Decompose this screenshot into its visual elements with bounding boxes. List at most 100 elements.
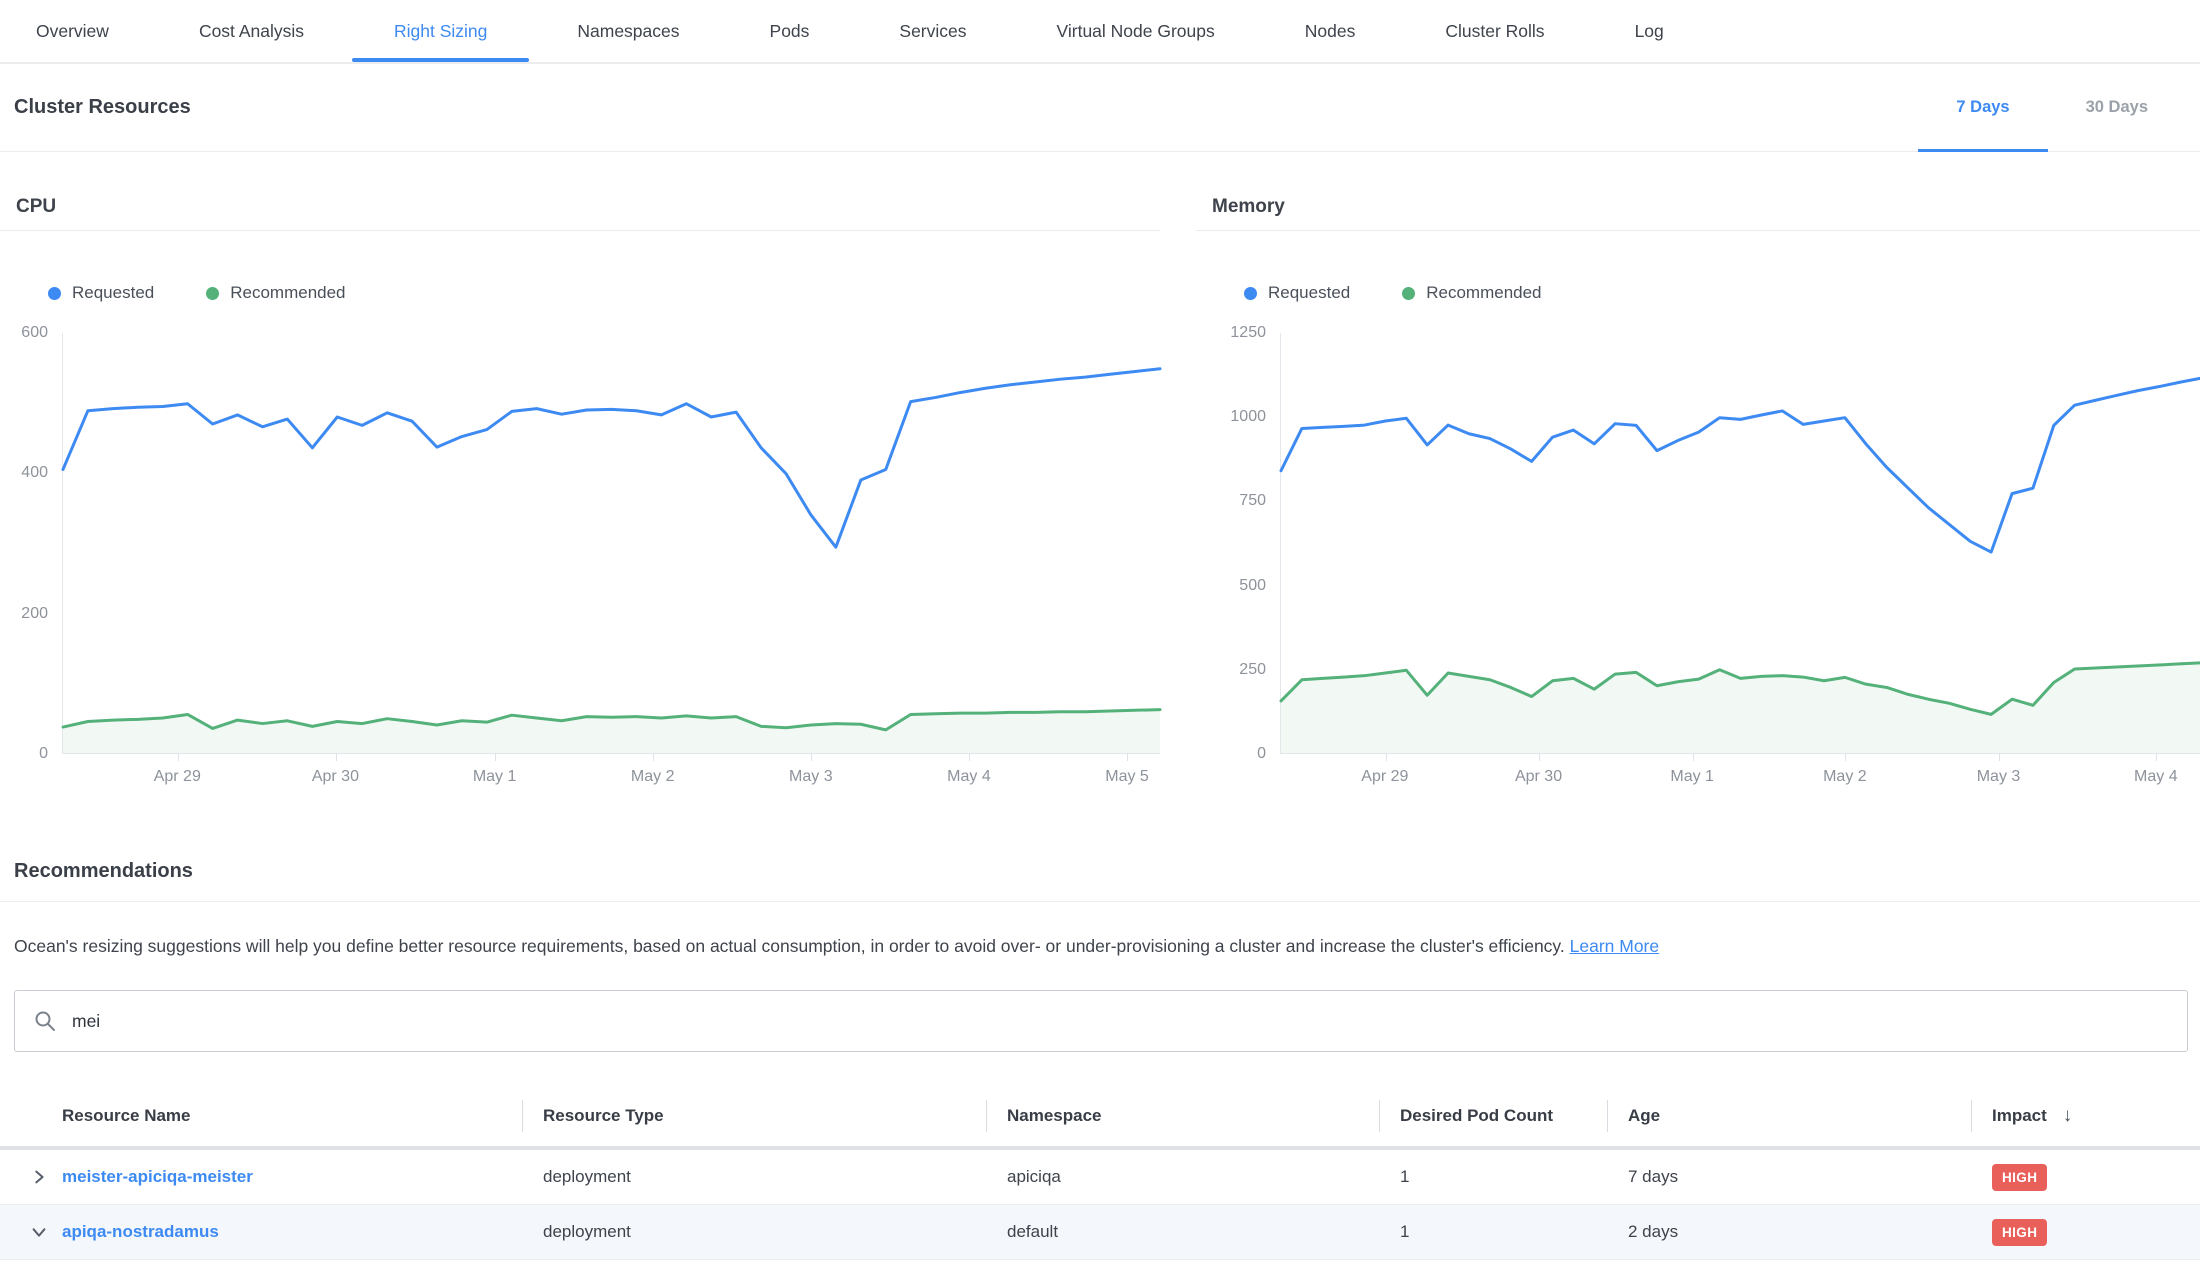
x-tick-label: Apr 29 — [154, 768, 201, 786]
y-axis-labels: 6004002000 — [0, 333, 62, 754]
x-tick-label: May 3 — [1977, 768, 2021, 786]
tab-namespaces[interactable]: Namespaces — [577, 0, 679, 62]
table-row[interactable]: apiqa-nostradamusdeploymentdefault12 day… — [0, 1205, 2200, 1260]
tab-nodes[interactable]: Nodes — [1305, 0, 1356, 62]
chart-title-memory: Memory — [1196, 196, 2200, 231]
chart-panel-cpu: CPU Requested Recommended 6004002000 Apr 29 A… — [0, 152, 1160, 796]
collapse-row-button[interactable] — [28, 1221, 50, 1243]
recommendations-table: Resource NameResource TypeNamespaceDesir… — [0, 1086, 2200, 1260]
chart-panel-memory: Memory Requested Recommended 1250 1000 750 500… — [1196, 152, 2200, 796]
charts-row: CPU Requested Recommended 6004002000 Apr 29 A… — [0, 152, 2200, 796]
x-tick-label: May 1 — [473, 768, 517, 786]
learn-more-link[interactable]: Learn More — [1570, 936, 1660, 956]
plot-area-memory — [1280, 333, 2200, 754]
impact-badge: HIGH — [1992, 1219, 2047, 1246]
legend-label: Requested — [1268, 283, 1350, 303]
recommendations-description-text: Ocean's resizing suggestions will help y… — [14, 936, 1565, 956]
tab-right-sizing[interactable]: Right Sizing — [394, 0, 487, 62]
column-header-desired-pod-count[interactable]: Desired Pod Count — [1380, 1086, 1608, 1146]
cell-resource-type: deployment — [523, 1167, 987, 1187]
top-tab-bar: Overview Cost Analysis Right Sizing Namespa… — [0, 0, 2200, 64]
table-body: meister-apiciqa-meisterdeploymentapiciqa… — [0, 1150, 2200, 1260]
legend-label: Recommended — [1426, 283, 1541, 303]
impact-badge: HIGH — [1992, 1164, 2047, 1191]
page-title: Cluster Resources — [0, 96, 191, 119]
cell-age: 2 days — [1608, 1222, 1972, 1242]
tab-cost-analysis[interactable]: Cost Analysis — [199, 0, 304, 62]
x-tick-label: May 2 — [1823, 768, 1867, 786]
tab-log[interactable]: Log — [1635, 0, 1664, 62]
range-7-days-button[interactable]: 7 Days — [1918, 64, 2047, 151]
expand-row-button[interactable] — [28, 1166, 50, 1188]
column-header-namespace[interactable]: Namespace — [987, 1086, 1380, 1146]
cell-desired-pod-count: 1 — [1380, 1167, 1608, 1187]
x-tick-label: May 3 — [789, 768, 833, 786]
range-30-days-button[interactable]: 30 Days — [2048, 64, 2186, 151]
cell-impact: HIGH — [1972, 1164, 2200, 1191]
y-axis-labels: 125010007505002500 — [1196, 333, 1280, 754]
tab-pods[interactable]: Pods — [770, 0, 810, 62]
y-tick-label: 0 — [1257, 745, 1266, 763]
cell-resource-type: deployment — [523, 1222, 987, 1242]
tab-virtual-node-groups[interactable]: Virtual Node Groups — [1057, 0, 1215, 62]
x-tick-label: May 5 — [1105, 768, 1149, 786]
search-icon — [33, 1009, 57, 1033]
x-tick-label: May 4 — [947, 768, 991, 786]
legend-label: Requested — [72, 283, 154, 303]
plot-wrap: 6004002000 Apr 29 Apr 30 May 1 May 2 May 3 May… — [0, 333, 1160, 796]
search-box[interactable] — [14, 990, 2188, 1052]
table-row[interactable]: meister-apiciqa-meister deploymentapiciqa… — [0, 1150, 2200, 1205]
y-tick-label: 1250 — [1230, 324, 1266, 342]
y-tick-label: 600 — [21, 324, 48, 342]
chevron-right-icon — [30, 1168, 48, 1186]
y-tick-label: 1000 — [1230, 408, 1266, 426]
x-tick-label: Apr 30 — [312, 768, 359, 786]
y-tick-label: 250 — [1239, 661, 1266, 679]
column-header-age[interactable]: Age — [1608, 1086, 1972, 1146]
y-tick-label: 500 — [1239, 577, 1266, 595]
cell-namespace: apiciqa — [987, 1167, 1380, 1187]
resource-name-link[interactable]: meister-apiciqa-meister — [62, 1167, 253, 1187]
divider — [0, 901, 2200, 902]
series-line-requested — [63, 369, 1160, 547]
legend-dot-recommended — [1402, 287, 1415, 300]
chevron-down-icon — [30, 1223, 48, 1241]
cell-resource-name: meister-apiciqa-meister — [0, 1166, 523, 1188]
tab-cluster-rolls[interactable]: Cluster Rolls — [1445, 0, 1544, 62]
legend-label: Recommended — [230, 283, 345, 303]
series-line-requested — [1281, 378, 2200, 552]
sort-descending-icon[interactable]: ↓ — [2063, 1105, 2073, 1127]
y-tick-label: 750 — [1239, 492, 1266, 510]
x-axis-labels: Apr 29Apr 30May 1May 2May 3May 4 — [1280, 754, 2200, 796]
chart-legend: Requested Recommended — [48, 283, 1160, 303]
legend-dot-requested — [1244, 287, 1257, 300]
resource-name-link[interactable]: apiqa-nostradamus — [62, 1222, 219, 1242]
y-tick-label: 0 — [39, 745, 48, 763]
plot-wrap: 125010007505002500Apr 29Apr 30May 1May 2… — [1196, 333, 2200, 796]
legend-item-recommended: Recommended — [1402, 283, 1541, 303]
x-tick-label: May 2 — [631, 768, 675, 786]
legend-dot-requested — [48, 287, 61, 300]
cell-impact: HIGH — [1972, 1219, 2200, 1246]
column-header-resource-name[interactable]: Resource Name — [0, 1086, 523, 1146]
column-header-resource-type[interactable]: Resource Type — [523, 1086, 987, 1146]
chart-title-cpu: CPU — [0, 196, 1160, 231]
plot-area-cpu — [62, 333, 1160, 754]
tab-services[interactable]: Services — [899, 0, 966, 62]
cell-resource-name: apiqa-nostradamus — [0, 1221, 523, 1243]
y-tick-label: 400 — [21, 464, 48, 482]
plot-column: Apr 29Apr 30May 1May 2May 3May 4 — [1280, 333, 2200, 796]
x-tick-label: May 4 — [2134, 768, 2178, 786]
x-tick-label: Apr 30 — [1515, 768, 1562, 786]
legend-item-requested: Requested — [1244, 283, 1350, 303]
recommendations-description: Ocean's resizing suggestions will help y… — [14, 936, 2186, 957]
cluster-resources-header: Cluster Resources 7 Days30 Days — [0, 64, 2200, 152]
tab-overview[interactable]: Overview — [36, 0, 109, 62]
legend-item-requested: Requested — [48, 283, 154, 303]
search-input[interactable] — [72, 1011, 2169, 1032]
column-header-impact[interactable]: Impact↓ — [1972, 1086, 2200, 1146]
chart-svg-cpu — [63, 333, 1160, 753]
recommendations-title: Recommendations — [14, 860, 2200, 883]
table-header-row: Resource NameResource TypeNamespaceDesir… — [0, 1086, 2200, 1150]
legend-item-recommended: Recommended — [206, 283, 345, 303]
